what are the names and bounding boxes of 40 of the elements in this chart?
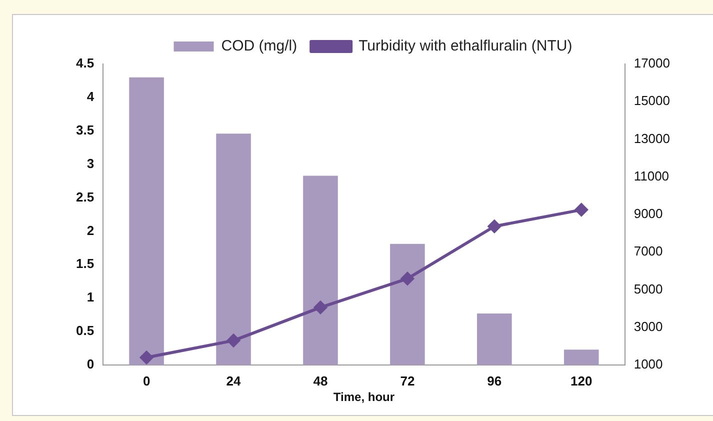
x-tick-label: 96	[487, 373, 502, 388]
y-tick-label: 0	[86, 356, 94, 372]
y2-tick-label: 9000	[634, 206, 663, 222]
bar	[216, 134, 251, 365]
y-tick-label: 4.5	[76, 56, 94, 71]
x-tick-label: 120	[570, 373, 592, 388]
y2-tick-label: 13000	[634, 130, 670, 146]
y2-tick-label: 17000	[634, 56, 670, 71]
y-tick-label: 1	[86, 290, 94, 305]
y2-tick-label: 3000	[634, 318, 663, 334]
y-tick-label: 2	[86, 222, 94, 238]
y2-tick-label: 11000	[634, 168, 670, 184]
bar	[477, 313, 512, 365]
y-tick-label: 3	[86, 156, 94, 171]
bar	[564, 350, 599, 365]
legend-label: COD (mg/l)	[221, 38, 298, 55]
legend-label: Turbidity with ethalfluralin (NTU)	[358, 38, 572, 55]
point	[400, 272, 414, 286]
point	[488, 220, 501, 233]
point	[227, 334, 240, 348]
bar	[303, 176, 338, 365]
y2-tick-label: 15000	[634, 93, 670, 108]
y2-tick-label: 7000	[634, 244, 663, 259]
point	[140, 350, 154, 364]
point	[574, 203, 588, 216]
x-tick-label: 72	[400, 373, 415, 388]
y-tick-label: 0.5	[76, 323, 94, 338]
y-tick-label: 3.5	[76, 122, 94, 138]
bar	[129, 77, 164, 365]
x-tick-label: 24	[226, 373, 242, 388]
x-axis-title: Time, hour	[333, 390, 395, 404]
x-tick-label: 0	[142, 373, 150, 388]
y-tick-label: 4	[86, 89, 95, 104]
y2-tick-label: 1000	[634, 356, 663, 372]
x-tick-label: 48	[313, 373, 328, 388]
bar	[390, 244, 425, 365]
point	[314, 300, 327, 314]
y-tick-label: 2.5	[76, 189, 94, 204]
y-tick-label: 1.5	[76, 256, 94, 272]
y2-tick-label: 5000	[634, 281, 663, 296]
